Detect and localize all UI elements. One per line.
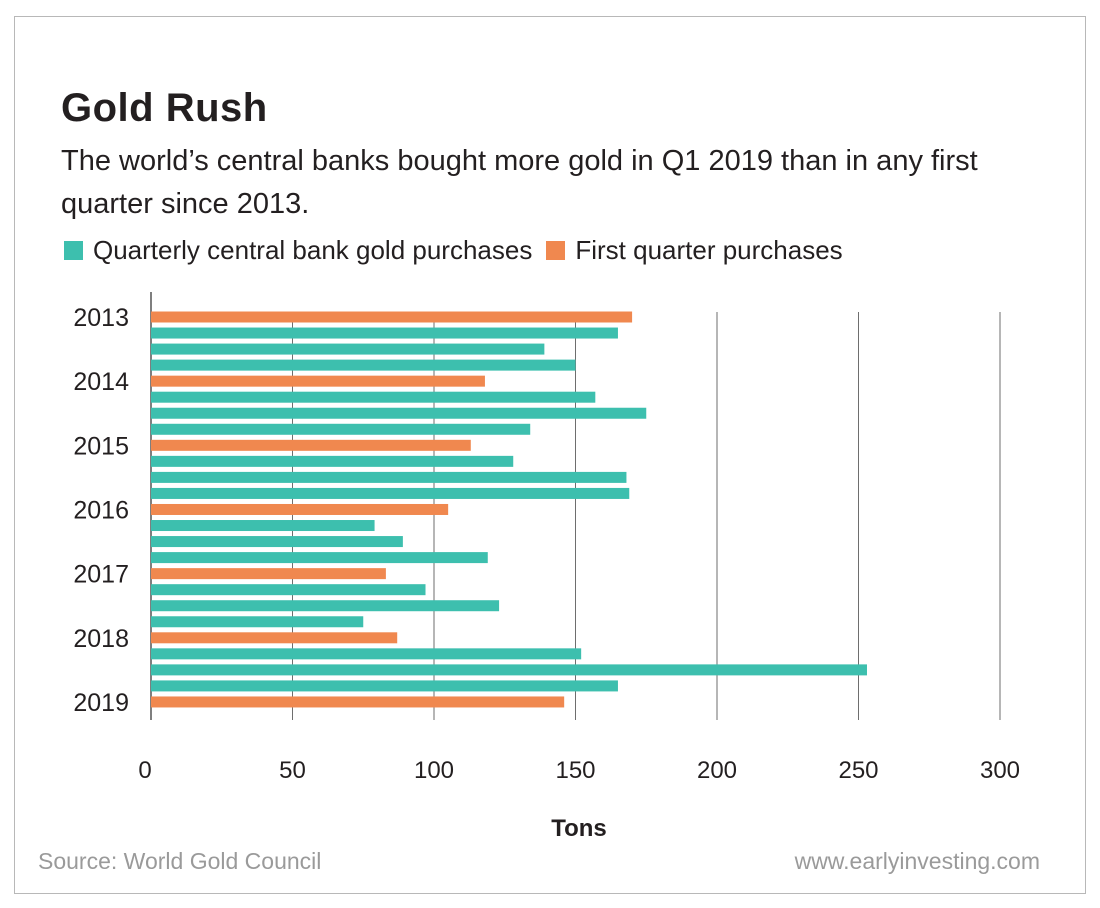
x-tick-labels: 0 50 100 150 200 250 300 [138, 757, 1020, 784]
bar-2015-q4 [151, 487, 630, 499]
bars [151, 311, 867, 708]
legend-item-first-quarter: First quarter purchases [546, 234, 843, 266]
bar-2015-q3 [151, 471, 627, 483]
bar-2019-q1 [151, 696, 565, 708]
x-tick-label: 100 [414, 757, 454, 784]
chart-subtitle: The world’s central banks bought more go… [61, 145, 978, 220]
x-tick-label: 150 [555, 757, 595, 784]
bar-2014-q3 [151, 407, 647, 419]
bar-2018-q2 [151, 648, 582, 660]
x-tick-label: 200 [697, 757, 737, 784]
chart-title: Gold Rush [61, 86, 268, 130]
bar-2016-q1 [151, 503, 449, 515]
x-axis-label: Tons [551, 815, 607, 842]
bar-2018-q3 [151, 664, 867, 676]
bar-2018-q4 [151, 680, 618, 692]
source-note: Source: World Gold Council [38, 848, 322, 874]
bar-2013-q2 [151, 327, 618, 339]
legend-label-quarterly: Quarterly central bank gold purchases [93, 234, 533, 265]
year-label: 2013 [73, 304, 129, 332]
bar-2014-q4 [151, 423, 531, 435]
bar-2017-q1 [151, 568, 386, 580]
bar-2014-q2 [151, 391, 596, 403]
year-labels: 2013 2014 2015 2016 2017 2018 2019 [73, 304, 129, 717]
legend-swatch-quarterly [64, 240, 83, 260]
legend-label-first-quarter: First quarter purchases [575, 234, 843, 265]
bar-2017-q3 [151, 600, 500, 612]
bar-2015-q2 [151, 455, 514, 467]
website-credit: www.earlyinvesting.com [794, 848, 1040, 874]
bar-2018-q1 [151, 632, 398, 644]
bar-2013-q1 [151, 311, 633, 323]
year-label: 2016 [73, 496, 129, 524]
year-label: 2019 [73, 689, 129, 717]
year-label: 2017 [73, 561, 129, 589]
chart-frame [14, 16, 1086, 894]
bar-2016-q4 [151, 552, 488, 564]
legend: Quarterly central bank gold purchases Fi… [64, 232, 857, 268]
legend-swatch-first-quarter [546, 240, 566, 260]
bar-2016-q3 [151, 536, 403, 548]
year-label: 2018 [73, 625, 129, 653]
bar-2017-q4 [151, 616, 364, 628]
x-tick-label: 250 [838, 757, 878, 784]
bar-2015-q1 [151, 439, 471, 451]
x-tick-label: 300 [980, 757, 1020, 784]
bar-2017-q2 [151, 584, 426, 596]
x-tick-label: 50 [279, 757, 306, 784]
year-label: 2014 [73, 368, 129, 396]
legend-item-quarterly: Quarterly central bank gold purchases [64, 235, 532, 266]
bar-2013-q4 [151, 359, 576, 371]
x-tick-label: 0 [138, 757, 151, 784]
bar-2014-q1 [151, 375, 485, 387]
bar-2013-q3 [151, 343, 545, 355]
year-label: 2015 [73, 432, 129, 460]
bar-2016-q2 [151, 520, 375, 532]
